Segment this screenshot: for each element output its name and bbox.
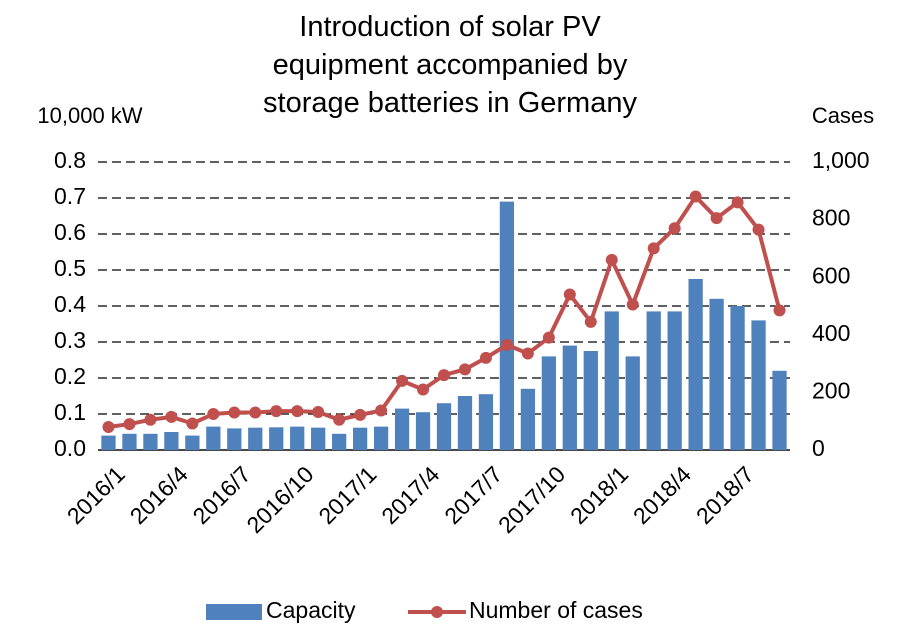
line-marker [731,196,744,209]
bar [625,356,640,450]
y2-axis-label: Cases [812,103,874,128]
x-tick-label: 2017/10 [493,461,570,538]
line-marker [291,405,304,418]
y-tick-label: 0.5 [54,255,86,281]
line-marker [500,338,513,351]
line-marker [123,418,136,431]
bar [541,356,556,450]
line-marker [668,222,681,235]
line-marker [354,408,367,421]
y-tick-label: 0.6 [54,219,86,245]
line-marker [144,413,157,426]
bar [352,427,368,450]
y2-tick-label: 0 [812,435,825,461]
bar [332,433,347,450]
x-tick-label: 2016/4 [125,461,193,529]
chart-title: Introduction of solar PV equipment accom… [263,11,637,119]
bar [478,394,494,450]
bar [520,388,536,450]
y-tick-label: 0.4 [54,291,86,317]
bar [101,435,116,450]
y-tick-label: 0.7 [54,183,86,209]
bar [772,370,787,450]
y-tick-label: 0.1 [54,399,86,425]
line-marker [207,408,220,420]
bar [730,306,745,450]
bar [394,408,410,450]
line-marker [710,212,723,225]
bar [373,426,389,450]
line-marker [773,304,786,317]
x-tick-label: 2016/10 [241,461,318,538]
line-marker [270,405,283,418]
y2-tick-label: 400 [812,320,850,346]
y-tick-label: 0.8 [54,147,86,173]
bar [269,427,284,450]
line-marker [647,242,660,255]
x-tick-label: 2017/1 [313,461,381,529]
bar [457,396,473,450]
line-marker [417,383,430,396]
x-tick-label: 2016/1 [62,461,130,529]
bar [248,427,263,450]
x-tick-label: 2018/7 [691,461,759,529]
line-marker [605,253,618,266]
line-marker [542,331,555,344]
line-marker [165,410,178,423]
line-marker [228,406,241,419]
bar [164,432,179,450]
bar [499,201,515,450]
bar [415,412,431,450]
line-marker [626,298,639,311]
line-marker [438,369,450,382]
y2-tick-label: 800 [812,205,850,231]
bar [206,426,221,450]
line-marker [249,406,262,419]
bar [185,435,200,450]
bar [583,351,598,450]
bar [122,433,137,450]
line-marker [102,420,115,433]
x-tick-label: 2017/4 [376,461,444,529]
line-marker [458,363,471,376]
line-marker [186,417,199,430]
y-tick-label: 0.3 [54,327,86,353]
bar [688,279,703,450]
line-marker [333,413,346,426]
bar [227,428,242,450]
legend-label: Capacity [266,597,356,623]
line-marker [396,374,409,387]
bar [290,426,305,450]
line-marker [521,347,534,360]
legend-swatch [431,606,443,618]
legend-label: Number of cases [469,597,643,623]
bar [143,433,158,450]
line-marker [312,405,325,418]
bar [604,311,619,450]
line-marker [752,223,765,236]
bar [751,320,766,450]
bar [709,298,724,450]
x-tick-label: 2018/1 [565,461,633,529]
bar [646,311,661,450]
y-axis-label: 10,000 kW [37,103,142,128]
x-tick-label: 2018/4 [628,461,696,529]
bar [436,403,452,450]
y2-tick-label: 600 [812,262,850,288]
line-marker [689,190,702,203]
y2-tick-label: 1,000 [812,147,870,173]
legend-swatch [206,604,262,620]
y2-tick-label: 200 [812,377,850,403]
line-marker [479,351,492,364]
y-tick-label: 0.2 [54,363,86,389]
y-tick-label: 0.0 [54,435,86,461]
line-marker [375,404,388,417]
bar [667,311,682,450]
line-marker [584,315,597,328]
line-marker [563,288,576,301]
bar [311,427,326,450]
bar [562,345,577,450]
